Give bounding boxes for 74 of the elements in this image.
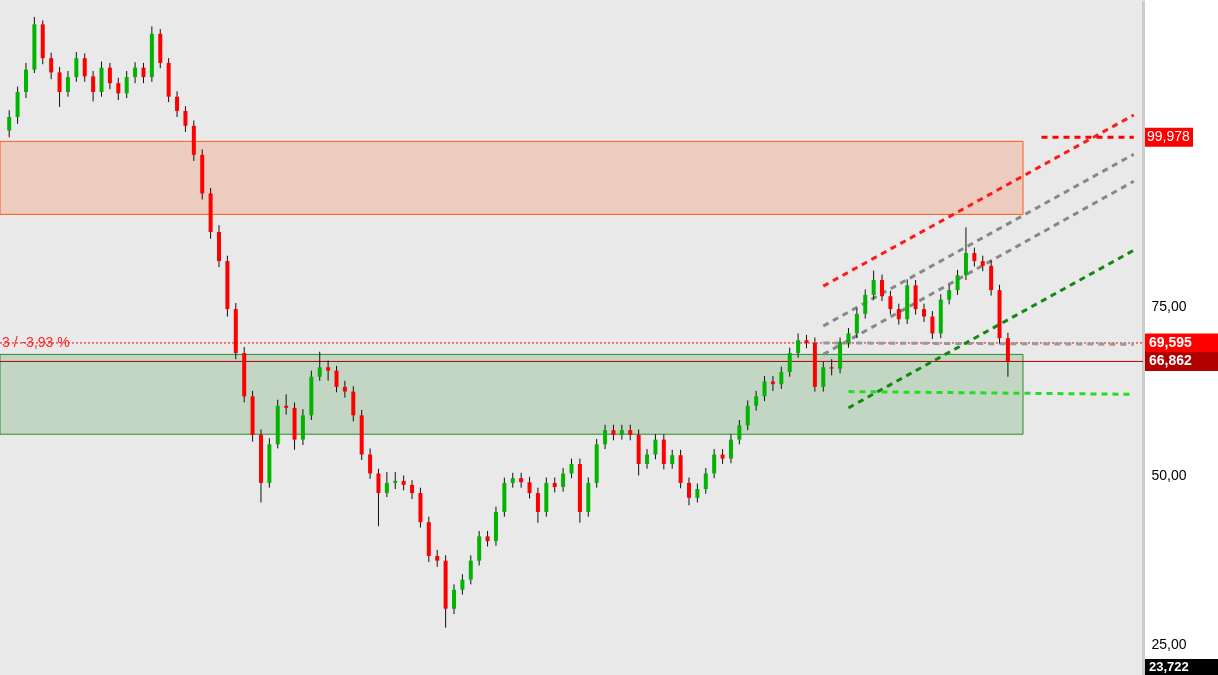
candlestick (603, 424, 608, 450)
candlestick (569, 458, 574, 479)
candlestick (670, 449, 675, 470)
candlestick (284, 393, 289, 416)
candlestick (334, 365, 339, 393)
candlestick (863, 288, 868, 320)
candlestick (342, 380, 347, 399)
candlestick (888, 290, 893, 315)
candlestick (527, 476, 532, 499)
ref-line-label: 66,862 (1149, 352, 1193, 369)
candlestick (745, 399, 750, 431)
candlestick (687, 477, 691, 506)
candlestick (133, 61, 138, 84)
candlestick (410, 479, 415, 500)
ref-line-label: 69,595 (1149, 333, 1193, 350)
candlestick (326, 360, 331, 382)
candlestick (930, 310, 935, 340)
candlestick (183, 105, 188, 133)
y-tick-label: 75,00 (1151, 297, 1187, 314)
candlestick (49, 52, 54, 80)
candlestick (91, 70, 96, 102)
candlestick (57, 66, 62, 108)
candlestick (871, 270, 876, 301)
candlestick (796, 332, 801, 359)
candlestick (141, 62, 146, 84)
candlestick (74, 51, 79, 83)
candlestick (460, 573, 465, 596)
candlestick (728, 433, 733, 464)
candlestick (653, 433, 658, 460)
text: 23,722 (1149, 659, 1189, 674)
candlestick (351, 385, 356, 422)
candlestick (770, 375, 775, 392)
candlestick (787, 347, 792, 378)
candlestick (846, 327, 851, 349)
candlestick (82, 52, 87, 83)
candlestick (896, 303, 901, 326)
candlestick (972, 247, 977, 267)
candlestick (762, 375, 767, 402)
y-tick-label: 50,00 (1151, 466, 1187, 483)
candlestick (955, 269, 960, 296)
candlestick (468, 554, 473, 585)
candlestick (963, 226, 968, 281)
candlestick (124, 70, 129, 99)
series-label: 99,978 (1147, 128, 1191, 145)
y-tick-label: 25,00 (1151, 636, 1187, 653)
candlestick (854, 307, 859, 339)
candlestick (376, 468, 381, 527)
candlestick (107, 62, 112, 90)
candlestick (821, 361, 826, 393)
candlestick (175, 90, 180, 118)
candlestick (947, 284, 952, 305)
candlestick (519, 472, 524, 489)
candlestick (452, 583, 456, 615)
candlestick (921, 303, 926, 323)
candlestick (779, 366, 784, 390)
candlestick (619, 424, 624, 441)
candlestick (645, 448, 650, 470)
candlestick (7, 109, 12, 138)
candlestick (737, 419, 742, 445)
candlestick (535, 487, 540, 524)
candlestick (754, 390, 759, 412)
candlestick (561, 467, 566, 493)
candlestick (23, 62, 28, 99)
candlestick (695, 483, 700, 504)
candlestick (368, 447, 373, 480)
candlestick (116, 77, 121, 101)
candlestick (880, 274, 885, 302)
candlestick (384, 471, 389, 498)
annotation: 3 / -3,93 % (2, 333, 70, 350)
candlestick (913, 279, 918, 315)
candlestick (712, 448, 717, 479)
candlestick (65, 70, 70, 98)
candlestick (703, 467, 708, 495)
candlestick (317, 351, 322, 382)
